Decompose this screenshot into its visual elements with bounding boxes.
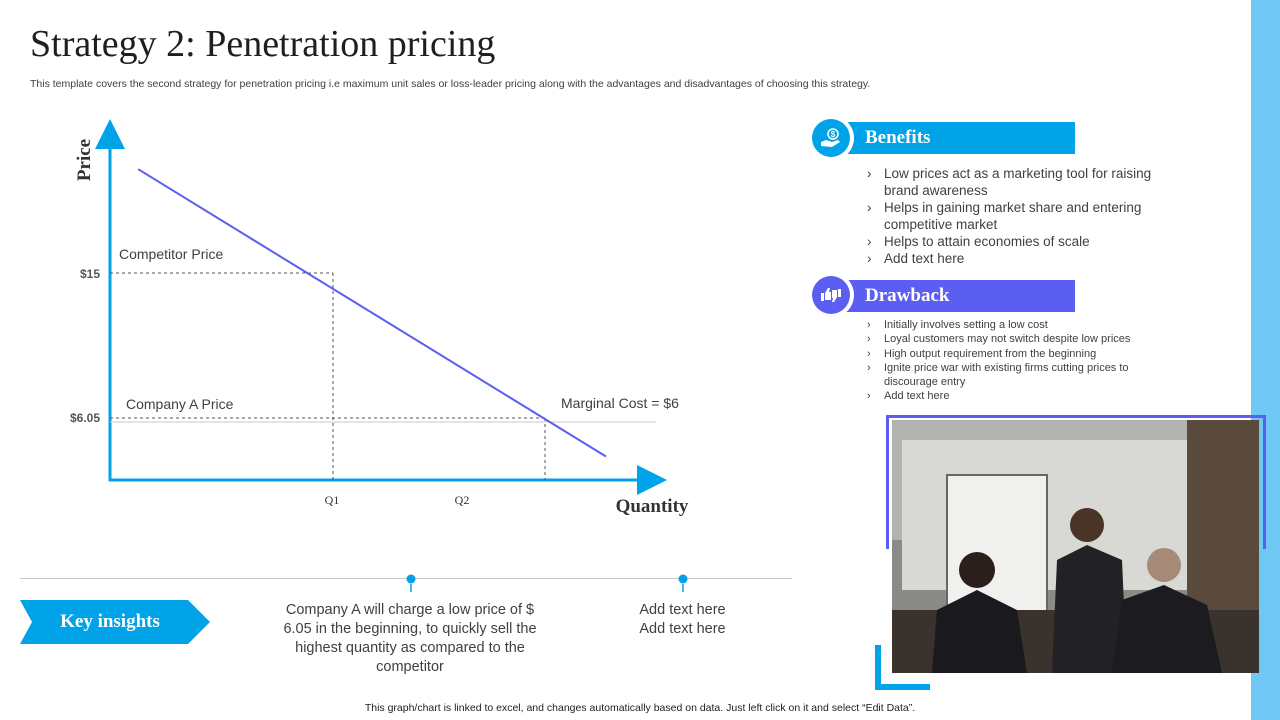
pin-icon bbox=[406, 574, 416, 592]
add-text-block: Add text here Add text here bbox=[590, 601, 775, 639]
add-text-line: Add text here bbox=[639, 621, 726, 637]
drawback-list: Initially involves setting a low cost Lo… bbox=[865, 318, 1185, 404]
photo-frame-purple bbox=[886, 415, 1266, 549]
business-meeting-photo bbox=[892, 420, 1259, 673]
insight-text: Company A will charge a low price of $ 6… bbox=[283, 602, 537, 675]
x-tick-label: Q2 bbox=[455, 493, 470, 507]
price-quantity-chart: Price Quantity $15 $6.05 Q1 Q2 Competito… bbox=[70, 119, 689, 517]
key-insights-shape bbox=[20, 600, 210, 644]
thumbs-up-down-icon bbox=[812, 276, 850, 314]
company-price-annotation: Company A Price bbox=[126, 396, 234, 412]
page-title: Strategy 2: Penetration pricing bbox=[30, 23, 496, 65]
drawback-header: Drawback bbox=[840, 280, 1075, 312]
drawback-badge bbox=[808, 272, 854, 318]
benefits-badge: $ bbox=[808, 115, 854, 161]
x-axis-label: Quantity bbox=[616, 496, 689, 517]
drawback-item: Loyal customers may not switch despite l… bbox=[865, 332, 1185, 347]
benefits-item: Helps to attain economies of scale bbox=[865, 233, 1185, 250]
insights-divider bbox=[20, 578, 792, 579]
benefits-list: Low prices act as a marketing tool for r… bbox=[865, 165, 1185, 267]
add-text-line: Add text here bbox=[639, 602, 726, 618]
photo-frame-blue bbox=[875, 645, 930, 690]
benefits-item: Helps in gaining market share and enteri… bbox=[865, 199, 1185, 233]
money-hand-icon: $ bbox=[812, 119, 850, 157]
marginal-cost-annotation: Marginal Cost = $6 bbox=[561, 395, 679, 411]
drawback-item: Initially involves setting a low cost bbox=[865, 318, 1185, 333]
key-insights-label: Key insights bbox=[60, 611, 160, 632]
footer-note: This graph/chart is linked to excel, and… bbox=[364, 702, 916, 714]
page-subtitle: This template covers the second strategy… bbox=[30, 78, 871, 90]
y-tick-label: $15 bbox=[80, 267, 100, 281]
benefits-header: Benefits bbox=[840, 122, 1075, 154]
y-tick-label: $6.05 bbox=[70, 411, 100, 425]
drawback-item: Ignite price war with existing firms cut… bbox=[865, 361, 1185, 390]
drawback-item: Add text here bbox=[865, 389, 1185, 404]
svg-text:$: $ bbox=[831, 130, 836, 139]
y-axis-label: Price bbox=[74, 139, 95, 181]
drawback-title: Drawback bbox=[865, 285, 950, 306]
benefits-item: Low prices act as a marketing tool for r… bbox=[865, 165, 1185, 199]
drawback-item: High output requirement from the beginni… bbox=[865, 347, 1185, 362]
pin-icon bbox=[678, 574, 688, 592]
competitor-price-annotation: Competitor Price bbox=[119, 246, 223, 262]
x-tick-label: Q1 bbox=[325, 493, 340, 507]
demand-line bbox=[137, 168, 607, 458]
benefits-title: Benefits bbox=[865, 127, 931, 148]
benefits-item: Add text here bbox=[865, 250, 1185, 267]
